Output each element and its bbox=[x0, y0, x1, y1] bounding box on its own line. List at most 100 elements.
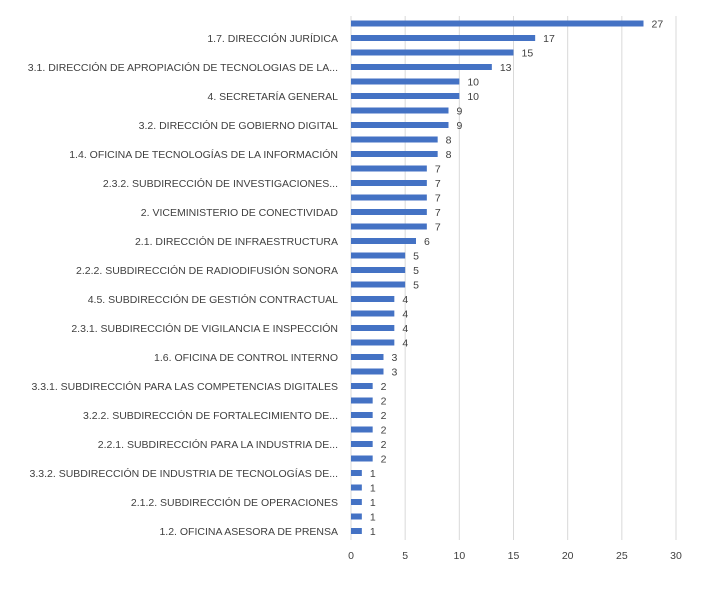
category-label: 2.3.1. SUBDIRECCIÓN DE VIGILANCIA E INSP… bbox=[71, 322, 338, 335]
x-tick-label: 20 bbox=[562, 550, 574, 562]
category-label: 3.1. DIRECCIÓN DE APROPIACIÓN DE TECNOLO… bbox=[28, 61, 338, 74]
category-label: 1.4. OFICINA DE TECNOLOGÍAS DE LA INFORM… bbox=[69, 148, 338, 161]
bars bbox=[351, 20, 644, 534]
bar bbox=[351, 20, 644, 27]
bar bbox=[351, 281, 406, 288]
bar bbox=[351, 35, 536, 41]
category-label: 3.3.1. SUBDIRECCIÓN PARA LAS COMPETENCIA… bbox=[31, 380, 338, 393]
bar-value-label: 3 bbox=[392, 367, 398, 379]
bar-value-label: 6 bbox=[424, 236, 430, 248]
category-label: 1.2. OFICINA ASESORA DE PRENSA bbox=[159, 526, 338, 538]
category-labels: 1.7. DIRECCIÓN JURÍDICA 3.1. DIRECCIÓN DE… bbox=[28, 32, 339, 538]
bar-value-label: 9 bbox=[457, 120, 463, 132]
bar-value-label: 15 bbox=[522, 48, 534, 60]
bar-value-label: 10 bbox=[467, 91, 479, 103]
bar-value-label: 2 bbox=[381, 439, 387, 451]
bar bbox=[351, 325, 395, 331]
bar-value-label: 1 bbox=[370, 483, 376, 495]
bar bbox=[351, 499, 362, 505]
x-tick-label: 10 bbox=[453, 550, 465, 562]
category-label: 2.3.2. SUBDIRECCIÓN DE INVESTIGACIONES..… bbox=[103, 177, 338, 190]
category-label: 2.1. DIRECCIÓN DE INFRAESTRUCTURA bbox=[135, 235, 338, 248]
bar bbox=[351, 528, 362, 534]
category-label: 1.7. DIRECCIÓN JURÍDICA bbox=[207, 32, 338, 45]
category-label: 2.1.2. SUBDIRECCIÓN DE OPERACIONES bbox=[131, 496, 338, 509]
bar bbox=[351, 136, 438, 143]
bar bbox=[351, 513, 362, 520]
bar bbox=[351, 310, 395, 317]
bar-value-label: 5 bbox=[413, 251, 419, 263]
category-label: 2.2.2. SUBDIRECCIÓN DE RADIODIFUSIÓN SON… bbox=[76, 264, 338, 277]
bar bbox=[351, 238, 416, 244]
x-tick-label: 25 bbox=[616, 550, 628, 562]
bar bbox=[351, 165, 427, 172]
category-label: 4.5. SUBDIRECCIÓN DE GESTIÓN CONTRACTUAL bbox=[88, 293, 338, 306]
bar bbox=[351, 78, 460, 85]
bar bbox=[351, 484, 362, 491]
bar-value-label: 7 bbox=[435, 164, 441, 176]
bar-value-label: 2 bbox=[381, 425, 387, 437]
x-tick-label: 15 bbox=[508, 550, 520, 562]
bar bbox=[351, 107, 449, 114]
bar bbox=[351, 93, 460, 99]
bar-value-label: 27 bbox=[652, 19, 664, 31]
bar bbox=[351, 252, 406, 259]
bar bbox=[351, 209, 427, 215]
x-axis-tick-labels: 0 5 10 15 20 25 30 bbox=[348, 550, 682, 562]
bar bbox=[351, 354, 384, 360]
bar-value-label: 7 bbox=[435, 178, 441, 190]
bar-value-label: 1 bbox=[370, 526, 376, 538]
bar-value-label: 1 bbox=[370, 468, 376, 480]
bar-value-label: 5 bbox=[413, 265, 419, 277]
bar bbox=[351, 151, 438, 157]
bar bbox=[351, 397, 373, 404]
x-tick-label: 0 bbox=[348, 550, 354, 562]
bar-value-label: 2 bbox=[381, 381, 387, 393]
bar-value-label: 3 bbox=[392, 352, 398, 364]
grid-lines bbox=[350, 16, 677, 540]
category-label: 4. SECRETARÍA GENERAL bbox=[207, 90, 338, 103]
bar-value-label: 9 bbox=[457, 106, 463, 118]
bar bbox=[351, 267, 406, 273]
bar-value-label: 8 bbox=[446, 135, 452, 147]
bar-value-label: 7 bbox=[435, 193, 441, 205]
bar bbox=[351, 368, 384, 375]
bar bbox=[351, 426, 373, 433]
category-label: 3.2. DIRECCIÓN DE GOBIERNO DIGITAL bbox=[139, 119, 339, 132]
bar-value-label: 4 bbox=[402, 323, 408, 335]
bar bbox=[351, 455, 373, 462]
bar-value-label: 7 bbox=[435, 207, 441, 219]
bar bbox=[351, 223, 427, 230]
bar bbox=[351, 49, 514, 56]
bar-value-label: 8 bbox=[446, 149, 452, 161]
bar-value-label: 10 bbox=[467, 77, 479, 89]
value-labels: 2717151310109988777776555444433222222111… bbox=[370, 19, 664, 539]
bar-value-label: 7 bbox=[435, 222, 441, 234]
bar bbox=[351, 64, 492, 70]
bar-value-label: 2 bbox=[381, 410, 387, 422]
bar bbox=[351, 383, 373, 389]
bar bbox=[351, 470, 362, 476]
bar bbox=[351, 180, 427, 186]
bar bbox=[351, 194, 427, 201]
bar-value-label: 17 bbox=[543, 33, 555, 45]
bar bbox=[351, 122, 449, 128]
bar-value-label: 4 bbox=[402, 294, 408, 306]
bar-value-label: 1 bbox=[370, 512, 376, 524]
category-label: 2.2.1. SUBDIRECCIÓN PARA LA INDUSTRIA DE… bbox=[98, 438, 338, 451]
bar-value-label: 1 bbox=[370, 497, 376, 509]
bar-value-label: 4 bbox=[402, 338, 408, 350]
bar bbox=[351, 339, 395, 346]
category-label: 3.3.2. SUBDIRECCIÓN DE INDUSTRIA DE TECN… bbox=[30, 467, 338, 480]
bar-value-label: 5 bbox=[413, 280, 419, 292]
bar bbox=[351, 412, 373, 418]
category-label: 1.6. OFICINA DE CONTROL INTERNO bbox=[154, 352, 338, 364]
bar bbox=[351, 296, 395, 302]
bar-value-label: 13 bbox=[500, 62, 512, 74]
bar-value-label: 2 bbox=[381, 396, 387, 408]
category-label: 2. VICEMINISTERIO DE CONECTIVIDAD bbox=[141, 207, 339, 219]
bar-value-label: 4 bbox=[402, 309, 408, 321]
bar bbox=[351, 441, 373, 447]
bar-value-label: 2 bbox=[381, 454, 387, 466]
